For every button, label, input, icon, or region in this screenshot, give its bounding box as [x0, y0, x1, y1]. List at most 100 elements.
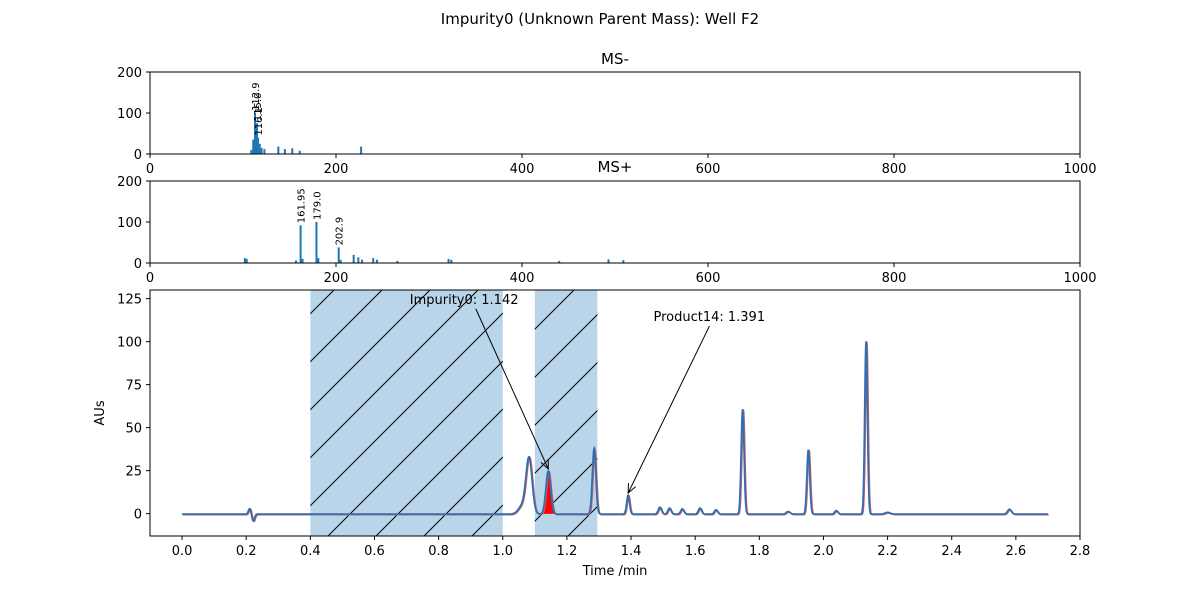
ms-plus-title: MS+ — [597, 158, 632, 176]
ms-minus-bar — [252, 139, 255, 154]
chromatogram-ytick-label: 100 — [117, 336, 142, 351]
ms-minus-bar — [253, 113, 256, 154]
chromatogram-frame — [149, 289, 1081, 537]
ms-plus-bar — [447, 258, 450, 263]
ms-plus-frame — [149, 180, 1081, 264]
ms-plus-bar — [361, 259, 364, 263]
ms-minus-ytick-label: 0 — [134, 148, 142, 163]
ms-plus-axes: 0 200 400 600 800 1000 0 100 200 — [117, 175, 1096, 286]
ms-plus-bar — [352, 254, 355, 263]
ms-plus-peak-label: 202.9 — [335, 217, 346, 246]
chromatogram-ylabel: AUs — [93, 400, 108, 425]
chromatogram-ytick-label: 0 — [134, 508, 142, 523]
ms-plus-bar — [558, 260, 561, 263]
ms-minus-ytick-label: 100 — [117, 107, 142, 122]
ms-minus-axes: 0 200 400 600 800 1000 0 100 200 — [117, 66, 1096, 177]
chromatogram-xtick-label: 1.6 — [685, 544, 706, 559]
ms-minus-peak-label: 115.0 — [253, 93, 264, 122]
chromatogram-xtick-label: 0.6 — [364, 544, 385, 559]
chromatogram-xtick-label: 1.0 — [492, 544, 513, 559]
ms-minus-xtick-label: 800 — [882, 162, 907, 177]
ms-minus-peak-label: 112.9 — [251, 82, 262, 111]
chromatogram-xtick-label: 0.2 — [236, 544, 257, 559]
ms-plus-ytick-label: 100 — [117, 216, 142, 231]
chromatogram-ytick-label: 125 — [117, 293, 142, 308]
ms-plus-ytick-label: 0 — [134, 257, 142, 272]
ms-plus-xtick-label: 600 — [696, 271, 721, 286]
ms-plus-peak-label: 179.0 — [312, 191, 323, 220]
figure-title: Impurity0 (Unknown Parent Mass): Well F2 — [441, 10, 759, 28]
ms-plus-ytick-label: 200 — [117, 175, 142, 190]
ms-minus-bar — [263, 149, 266, 154]
ms-minus-bar — [256, 137, 259, 154]
chromatogram-xtick-label: 2.4 — [941, 544, 962, 559]
ms-minus-bar — [298, 150, 301, 154]
ms-minus-xtick-label: 0 — [146, 162, 154, 177]
ms-plus-xtick-label: 400 — [510, 271, 535, 286]
chromatogram-xtick-label: 0.0 — [172, 544, 193, 559]
ms-plus-bar — [450, 259, 453, 263]
chromatogram-xtick-label: 0.8 — [428, 544, 449, 559]
shaded-regions — [310, 290, 598, 536]
chromatogram-xtick-label: 0.4 — [300, 544, 321, 559]
annotation-label: Impurity0: 1.142 — [410, 293, 519, 308]
ms-minus-bar — [250, 149, 253, 154]
ms-plus-bar — [245, 258, 248, 263]
ms-minus-xtick-label: 600 — [696, 162, 721, 177]
ms-plus-bar — [622, 260, 625, 263]
annotation-arrowhead — [540, 459, 549, 471]
ms-minus-bar — [255, 123, 258, 154]
ms-plus-xtick-label: 0 — [146, 271, 154, 286]
ms-plus-bar — [339, 259, 342, 263]
chromatogram-xtick-label: 1.8 — [749, 544, 770, 559]
ms-plus-bar — [337, 247, 340, 263]
ms-minus-ytick-label: 200 — [117, 66, 142, 81]
ms-plus-bar — [243, 258, 246, 263]
chromatogram-xtick-label: 1.4 — [621, 544, 642, 559]
annotation-arrowhead — [627, 483, 637, 495]
ms-plus-bars: 161.95 179.0 202.9 — [243, 188, 625, 263]
ms-minus-bar — [291, 148, 294, 154]
annotation-arrow — [475, 308, 549, 470]
ms-minus-bar — [360, 146, 363, 154]
ms-plus-bar — [315, 222, 318, 263]
ms-plus-bar — [301, 258, 304, 263]
peak-annotations: Impurity0: 1.142 Product14: 1.391 — [410, 293, 765, 495]
ms-plus-peak-label: 161.95 — [297, 188, 308, 223]
annotation-arrow — [627, 325, 710, 494]
chromatogram-xtick-label: 2.6 — [1006, 544, 1027, 559]
ms-minus-xtick-label: 400 — [510, 162, 535, 177]
ms-minus-bar — [283, 149, 286, 154]
ms-minus-title: MS- — [601, 50, 629, 68]
chromatogram-traces — [182, 341, 1049, 523]
ms-plus-bar — [295, 260, 298, 263]
ms-minus-bar — [258, 143, 261, 154]
ms-plus-xtick-label: 1000 — [1063, 271, 1096, 286]
ms-minus-frame — [149, 71, 1081, 155]
chromatogram-ytick-label: 75 — [125, 379, 142, 394]
ms-plus-bar — [357, 257, 360, 263]
chromatogram-ytick-label: 25 — [125, 465, 142, 480]
ms-minus-bar — [260, 147, 263, 154]
ms-plus-bar — [607, 259, 610, 263]
chromatogram-panel: 0.0 0.2 0.4 0.6 0.8 1.0 1.2 1.4 1.6 1.8 2.0 2.2 2.4 2… — [93, 289, 1090, 579]
chromatogram-xlabel: Time /min — [582, 564, 648, 579]
chromatogram-xtick-label: 1.2 — [557, 544, 578, 559]
chromatogram-axes: 0.0 0.2 0.4 0.6 0.8 1.0 1.2 1.4 1.6 1.8 2.0 2.2 2.4 2… — [117, 293, 1090, 559]
annotation-label: Product14: 1.391 — [653, 310, 765, 325]
ms-minus-bar — [277, 146, 280, 154]
chromatogram-ytick-label: 50 — [125, 422, 142, 437]
chromatogram-xtick-label: 2.2 — [877, 544, 898, 559]
ms-plus-bar — [299, 225, 302, 263]
chromatogram-xtick-label: 2.8 — [1070, 544, 1091, 559]
ms-plus-bar — [375, 259, 378, 263]
ms-minus-xtick-label: 200 — [324, 162, 349, 177]
ms-plus-bar — [372, 258, 375, 263]
ms-minus-peak-label: 116.1 — [254, 107, 265, 136]
chromatogram-xtick-label: 2.0 — [813, 544, 834, 559]
ms-plus-bar — [396, 260, 399, 263]
ms-plus-xtick-label: 800 — [882, 271, 907, 286]
